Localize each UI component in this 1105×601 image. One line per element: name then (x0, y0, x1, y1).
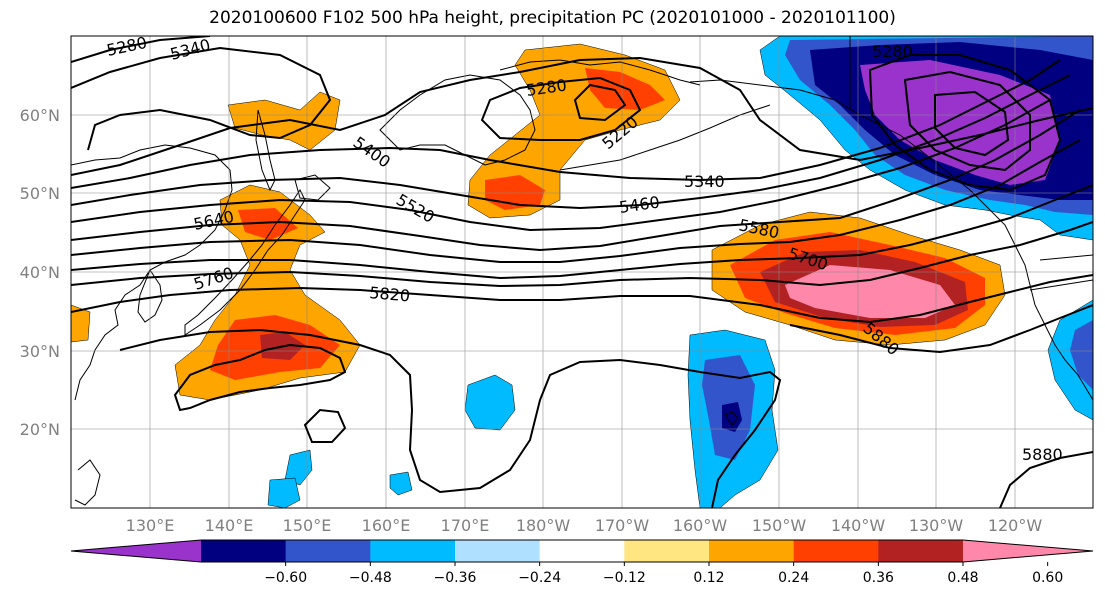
contour-5220 (573, 83, 627, 122)
contour-5280-nw (71, 36, 211, 63)
lat-label: 40°N (20, 263, 60, 282)
map-panel: 5280 5340 5280 5220 5400 5340 5520 5460 … (71, 36, 1093, 508)
lon-label: 160°E (362, 516, 411, 535)
colorbar-tick-label: −0.60 (264, 570, 307, 586)
anomaly-japan-red (238, 208, 298, 240)
colorbar-tick-label: −0.24 (518, 570, 561, 586)
contour-5580 (71, 109, 1081, 252)
colorbar-swatch (285, 540, 371, 562)
coastlines (71, 36, 1093, 506)
coast-hokkaido (294, 174, 331, 201)
contour-5880-loop (173, 343, 347, 412)
contour-5640 (71, 139, 1081, 263)
anomaly-california-navy (1070, 320, 1093, 390)
colorbar-swatch (455, 540, 541, 562)
lon-label: 150°E (283, 516, 332, 535)
lon-label: 120°W (988, 516, 1043, 535)
graticule (71, 36, 1093, 508)
colorbar-extend-high (963, 540, 1093, 562)
anomaly-small-blue-3 (267, 477, 301, 508)
lon-label: 170°E (441, 516, 490, 535)
map-frame (70, 35, 1094, 509)
contour-5820 (71, 274, 1093, 324)
anomaly-alaska-purple (860, 60, 1060, 185)
coast-kamchatka (379, 74, 536, 166)
lon-label: 130°W (909, 516, 964, 535)
contour-5880-east (789, 304, 1093, 354)
coast-philippines (74, 459, 101, 506)
colorbar-tick-label: −0.36 (434, 570, 477, 586)
colorbar-tick-label: 0.60 (1032, 570, 1063, 586)
contour-5760 (71, 221, 1093, 288)
coast-alaska (689, 79, 991, 211)
colorbar-extend-low (71, 540, 201, 562)
contour-5280-kamchatka (480, 76, 642, 141)
anomaly-nepac-pink (785, 265, 955, 318)
lat-label: 30°N (20, 342, 60, 361)
colorbar-swatch (878, 540, 964, 562)
colorbar-swatch (624, 540, 710, 562)
lon-label: 180°W (516, 516, 571, 535)
coast-na-border (849, 36, 1093, 291)
contour-5880-se (999, 451, 1093, 508)
contour-alaska-loop (868, 54, 1062, 192)
contour-5340-mid (71, 59, 1061, 189)
lon-label: 170°W (595, 516, 650, 535)
lon-label: 140°E (205, 516, 254, 535)
latitude-labels: 60°N 50°N 40°N 30°N 20°N (20, 106, 60, 439)
anomaly-hawaii-navy (722, 402, 742, 432)
coast-na-west (989, 209, 1093, 401)
coast-hawaii (724, 411, 739, 426)
lat-label: 60°N (20, 106, 60, 125)
contour-label: 5880 (1022, 445, 1063, 464)
colorbar-swatch (370, 540, 456, 562)
contour-alaska-inner2 (934, 90, 1010, 157)
colorbar-tick-label: −0.12 (603, 570, 646, 586)
colorbar-tick-label: 0.48 (947, 570, 978, 586)
lon-label: 160°W (673, 516, 728, 535)
contour-5880-small-loop (303, 408, 347, 443)
coast-aleutians (559, 104, 771, 171)
lon-label: 140°W (831, 516, 886, 535)
contour-label: 5340 (684, 172, 725, 191)
colorbar-tick-label: 0.12 (693, 570, 724, 586)
colorbar: −0.60 −0.48 −0.36 −0.24 −0.12 0.12 0.24 0.36 0.4… (70, 539, 1094, 586)
colorbar-swatch (539, 540, 625, 562)
colorbar-tick-label: −0.48 (349, 570, 392, 586)
colorbar-swatch (793, 540, 879, 562)
coast-chukotka (499, 59, 701, 86)
lat-label: 20°N (20, 420, 60, 439)
anomaly-small-blue-2 (389, 471, 413, 496)
contour-5700 (71, 184, 1093, 280)
contour-alaska-inner (903, 70, 1031, 172)
coast-asia (71, 144, 233, 401)
longitude-labels: 130°E 140°E 150°E 160°E 170°E 180°W 170°… (126, 516, 1043, 535)
coast-sakhalin (255, 109, 276, 192)
lat-label: 50°N (20, 184, 60, 203)
lon-label: 130°E (126, 516, 175, 535)
anomaly-central-pac-blue (464, 374, 516, 431)
height-contours (71, 36, 1093, 508)
map-title: 2020100600 F102 500 hPa height, precipit… (209, 8, 896, 28)
lon-label: 150°W (752, 516, 807, 535)
contour-label: 5280 (872, 42, 913, 61)
contour-5880-west (119, 328, 782, 508)
colorbar-swatch (201, 540, 287, 562)
colorbar-outline (70, 539, 1094, 563)
colorbar-tick-label: 0.24 (778, 570, 809, 586)
contour-label: 5820 (369, 283, 411, 305)
colorbar-swatch (709, 540, 795, 562)
colorbar-tick-label: 0.36 (863, 570, 894, 586)
